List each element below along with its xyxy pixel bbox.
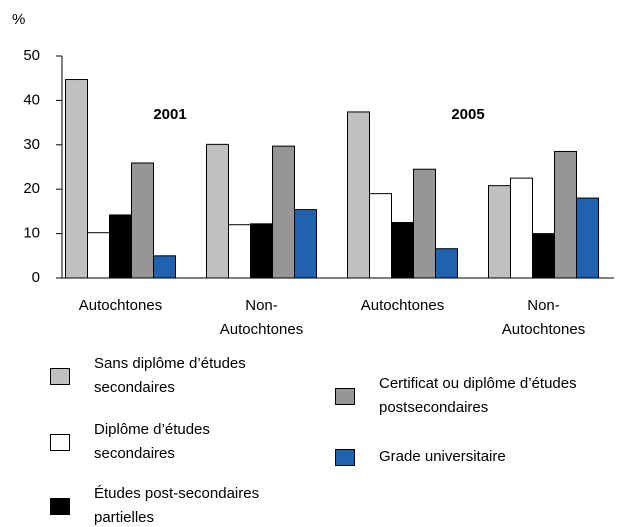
legend-item: Grade universitaire	[335, 445, 609, 469]
bar	[391, 222, 414, 279]
legend-label: Études post-secondaires partielles	[94, 485, 260, 526]
legend-label: Diplôme d’études secondaires	[94, 421, 210, 462]
y-axis-label: %	[12, 11, 25, 28]
bar	[206, 143, 229, 279]
legend-item: Sans diplôme d’études secondaires	[50, 352, 274, 400]
bar	[109, 214, 132, 279]
bar	[347, 111, 370, 279]
legend-swatch	[50, 498, 70, 515]
y-tick-label: 40	[23, 91, 40, 108]
bar	[510, 177, 533, 279]
bar	[369, 193, 392, 279]
legend-swatch	[50, 368, 70, 385]
y-tick-label: 20	[23, 180, 40, 197]
legend-label: Grade universitaire	[379, 448, 506, 465]
y-tick-label: 30	[23, 136, 40, 153]
bar	[532, 233, 555, 279]
annotation: 2005	[451, 106, 484, 123]
legend-label: Sans diplôme d’études secondaires	[94, 355, 246, 396]
bar	[65, 79, 88, 279]
bar	[153, 255, 176, 279]
x-tick-label: Autochtones	[361, 297, 444, 314]
y-tick-label: 10	[23, 225, 40, 242]
bar	[488, 185, 511, 279]
bar	[250, 223, 273, 279]
bar	[576, 197, 599, 279]
bar	[87, 232, 110, 279]
x-tick-label: Non-Autochtones	[502, 297, 585, 338]
x-tick-label: Autochtones	[79, 297, 162, 314]
bar	[272, 145, 295, 279]
legend-item: Études post-secondaires partielles	[50, 482, 274, 527]
annotation: 2001	[153, 106, 186, 123]
y-tick-label: 50	[23, 47, 40, 64]
bar	[413, 168, 436, 279]
legend-swatch	[335, 388, 355, 405]
x-tick-label: Non-Autochtones	[220, 297, 303, 338]
bar	[228, 224, 251, 279]
legend-swatch	[50, 434, 70, 451]
y-tick-label: 0	[32, 269, 40, 286]
legend-label: Certificat ou diplôme d’études postsecon…	[379, 375, 577, 416]
bar	[294, 209, 317, 279]
bar	[131, 162, 154, 279]
legend-swatch	[335, 449, 355, 466]
bar	[435, 248, 458, 279]
legend-item: Diplôme d’études secondaires	[50, 418, 274, 466]
bar	[554, 150, 577, 279]
legend-item: Certificat ou diplôme d’études postsecon…	[335, 372, 609, 420]
